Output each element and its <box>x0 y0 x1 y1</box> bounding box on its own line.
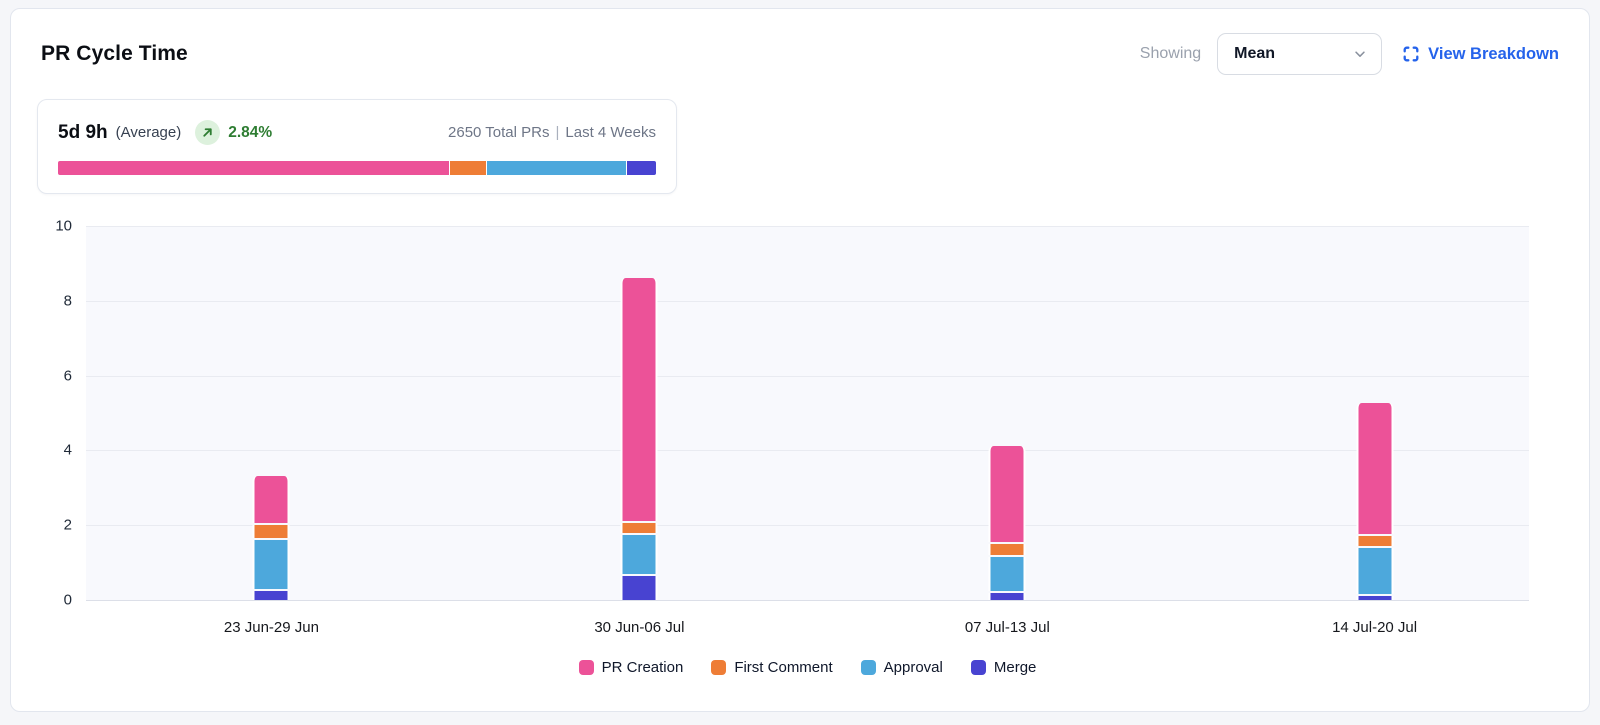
y-axis-tick-label: 10 <box>55 217 72 235</box>
bar-segment-first-comment[interactable] <box>252 525 290 539</box>
gridline <box>86 300 1529 302</box>
summary-card: 5d 9h (Average) 2.84% 2650 Total PRs | Las… <box>37 99 677 194</box>
pr-cycle-time-widget: PR Cycle Time Showing Mean View Breakdow… <box>10 8 1590 712</box>
chevron-down-icon <box>1355 51 1365 57</box>
gridline <box>86 450 1529 452</box>
gridline <box>86 226 1529 227</box>
bar-segment-pr-creation[interactable] <box>252 476 290 524</box>
x-axis-labels: 23 Jun-29 Jun 30 Jun-06 Jul 07 Jul-13 Jul 1… <box>86 601 1529 645</box>
showing-label: Showing <box>1139 45 1202 62</box>
legend-swatch <box>970 660 986 675</box>
stacked-bar[interactable] <box>252 476 290 600</box>
legend-label: Merge <box>993 659 1037 676</box>
gridline <box>86 375 1529 377</box>
y-axis-tick-label: 0 <box>63 591 72 609</box>
bar-segment-pr-creation[interactable] <box>988 446 1026 542</box>
meta-separator: | <box>555 124 560 141</box>
distribution-segment <box>626 161 656 175</box>
bar-segment-approval[interactable] <box>988 557 1026 591</box>
legend-swatch <box>711 660 727 675</box>
average-cycle-time-value: 5d 9h <box>58 121 108 143</box>
legend-item-merge[interactable]: Merge <box>970 659 1037 676</box>
x-axis-tick-label: 30 Jun-06 Jul <box>594 619 685 636</box>
view-breakdown-button[interactable]: View Breakdown <box>1402 45 1559 64</box>
bar-segment-approval[interactable] <box>1356 547 1394 595</box>
stacked-bar[interactable] <box>1356 403 1394 600</box>
bar-segment-merge[interactable] <box>620 575 658 600</box>
plot-area: 0 2 4 6 8 10 <box>55 219 1529 608</box>
metric-dropdown-value: Mean <box>1234 45 1276 62</box>
stacked-bar[interactable] <box>620 277 658 600</box>
x-axis-tick-label: 14 Jul-20 Jul <box>1332 619 1418 636</box>
trend-up-badge <box>195 120 221 145</box>
y-axis-tick-label: 4 <box>63 441 72 459</box>
gridline <box>86 525 1529 527</box>
expand-brackets-icon <box>1403 46 1419 62</box>
bar-segment-first-comment[interactable] <box>988 543 1026 555</box>
trend-percentage: 2.84% <box>228 123 273 141</box>
legend-label: First Comment <box>734 659 833 676</box>
average-label: (Average) <box>115 124 182 141</box>
bar-segment-first-comment[interactable] <box>1356 536 1394 546</box>
y-axis-tick-label: 8 <box>63 292 72 310</box>
bar-segment-merge[interactable] <box>988 592 1026 600</box>
legend-item-approval[interactable]: Approval <box>860 659 943 676</box>
legend-label: PR Creation <box>601 659 684 676</box>
y-axis-tick-label: 6 <box>63 367 72 385</box>
view-breakdown-label: View Breakdown <box>1428 44 1559 63</box>
cycle-time-distribution-bar <box>58 161 656 175</box>
bar-segment-approval[interactable] <box>620 534 658 574</box>
metric-dropdown[interactable]: Mean <box>1217 33 1383 75</box>
bar-segment-merge[interactable] <box>252 590 290 600</box>
x-axis-tick-label: 23 Jun-29 Jun <box>223 619 319 636</box>
legend-item-pr-creation[interactable]: PR Creation <box>578 659 684 676</box>
stacked-bar[interactable] <box>988 446 1026 600</box>
distribution-segment <box>486 161 626 175</box>
legend-label: Approval <box>883 659 943 676</box>
y-axis-tick-label: 2 <box>63 516 72 534</box>
total-prs-text: 2650 Total PRs <box>448 124 550 141</box>
bar-segment-pr-creation[interactable] <box>620 277 658 522</box>
bar-segment-approval[interactable] <box>252 540 290 589</box>
legend-item-first-comment[interactable]: First Comment <box>711 659 833 676</box>
x-axis-tick-label: 07 Jul-13 Jul <box>964 619 1050 636</box>
arrow-up-right-icon <box>203 128 212 137</box>
distribution-segment <box>58 161 449 175</box>
bar-segment-first-comment[interactable] <box>620 523 658 533</box>
page-title: PR Cycle Time <box>41 42 188 65</box>
bar-segment-merge[interactable] <box>1356 596 1394 600</box>
summary-meta: 2650 Total PRs | Last 4 Weeks <box>448 124 656 141</box>
legend-swatch <box>860 660 876 675</box>
legend-swatch <box>578 660 594 675</box>
bar-segment-pr-creation[interactable] <box>1356 403 1394 535</box>
period-text: Last 4 Weeks <box>565 124 656 141</box>
pr-cycle-time-chart: 0 2 4 6 8 10 23 Jun-29 Jun 30 Jun-06 Jul 07 Jul… <box>55 219 1529 676</box>
chart-legend: PR Creation First Comment Approval Merge <box>86 659 1529 676</box>
widget-header: PR Cycle Time Showing Mean View Breakdow… <box>11 9 1589 75</box>
distribution-segment <box>449 161 486 175</box>
